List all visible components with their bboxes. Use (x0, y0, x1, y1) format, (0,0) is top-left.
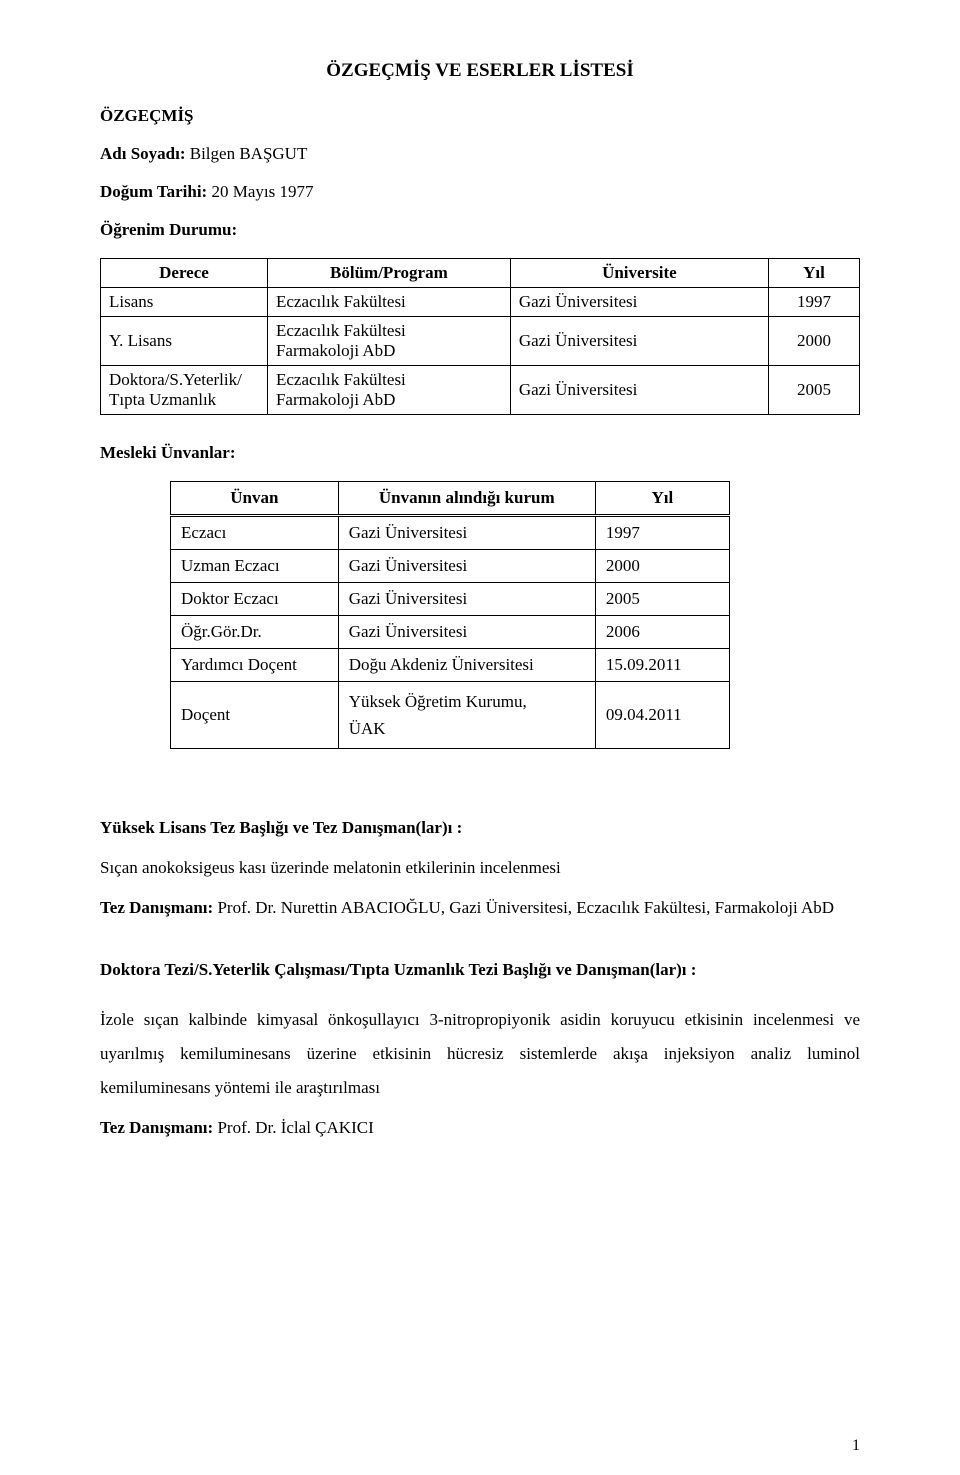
titles-row: Doçent Yüksek Öğretim Kurumu,ÜAK 09.04.2… (171, 682, 730, 749)
edu-degree: Y. Lisans (101, 317, 268, 366)
edu-degree: Lisans (101, 288, 268, 317)
name-line: Adı Soyadı: Bilgen BAŞGUT (100, 144, 860, 164)
titles-year: 15.09.2011 (595, 649, 729, 682)
edu-degree: Doktora/S.Yeterlik/Tıpta Uzmanlık (101, 366, 268, 415)
ms-advisor-value: Prof. Dr. Nurettin ABACIOĞLU, Gazi Ünive… (213, 898, 834, 917)
edu-h-university: Üniversite (510, 259, 768, 288)
edu-program: Eczacılık Fakültesi (267, 288, 510, 317)
dob-value: 20 Mayıs 1977 (211, 182, 313, 201)
edu-university: Gazi Üniversitesi (510, 366, 768, 415)
titles-heading: Mesleki Ünvanlar: (100, 443, 860, 463)
name-value: Bilgen BAŞGUT (190, 144, 308, 163)
titles-year: 2000 (595, 550, 729, 583)
edu-row: Lisans Eczacılık Fakültesi Gazi Üniversi… (101, 288, 860, 317)
titles-row: Öğr.Gör.Dr. Gazi Üniversitesi 2006 (171, 616, 730, 649)
ms-thesis-heading-text: Yüksek Lisans Tez Başlığı ve Tez Danışma… (100, 818, 462, 837)
edu-h-program: Bölüm/Program (267, 259, 510, 288)
edu-year: 2005 (768, 366, 859, 415)
edu-h-degree: Derece (101, 259, 268, 288)
titles-h-title: Ünvan (171, 482, 339, 516)
titles-table-wrap: Ünvan Ünvanın alındığı kurum Yıl Eczacı … (170, 481, 860, 749)
titles-title: Öğr.Gör.Dr. (171, 616, 339, 649)
phd-thesis-heading-text: Doktora Tezi/S.Yeterlik Çalışması/Tıpta … (100, 960, 696, 979)
edu-university: Gazi Üniversitesi (510, 288, 768, 317)
titles-inst: Gazi Üniversitesi (338, 583, 595, 616)
phd-thesis-heading: Doktora Tezi/S.Yeterlik Çalışması/Tıpta … (100, 953, 860, 987)
titles-inst: Gazi Üniversitesi (338, 516, 595, 550)
edu-row: Y. Lisans Eczacılık FakültesiFarmakoloji… (101, 317, 860, 366)
dob-line: Doğum Tarihi: 20 Mayıs 1977 (100, 182, 860, 202)
titles-title: Yardımcı Doçent (171, 649, 339, 682)
edu-program: Eczacılık FakültesiFarmakoloji AbD (267, 317, 510, 366)
titles-year: 1997 (595, 516, 729, 550)
phd-advisor-value: Prof. Dr. İclal ÇAKICI (213, 1118, 374, 1137)
titles-h-year: Yıl (595, 482, 729, 516)
edu-program: Eczacılık FakültesiFarmakoloji AbD (267, 366, 510, 415)
titles-year: 09.04.2011 (595, 682, 729, 749)
titles-title: Doktor Eczacı (171, 583, 339, 616)
name-label: Adı Soyadı: (100, 144, 186, 163)
edu-h-year: Yıl (768, 259, 859, 288)
titles-header-row: Ünvan Ünvanın alındığı kurum Yıl (171, 482, 730, 516)
edu-year: 2000 (768, 317, 859, 366)
advisor-label: Tez Danışmanı: (100, 1118, 213, 1137)
titles-row: Uzman Eczacı Gazi Üniversitesi 2000 (171, 550, 730, 583)
titles-h-inst: Ünvanın alındığı kurum (338, 482, 595, 516)
page-number: 1 (852, 1437, 860, 1455)
education-table: Derece Bölüm/Program Üniversite Yıl Lisa… (100, 258, 860, 415)
section-cv-heading: ÖZGEÇMİŞ (100, 106, 860, 126)
edu-label: Öğrenim Durumu: (100, 220, 237, 239)
titles-year: 2005 (595, 583, 729, 616)
titles-inst: Gazi Üniversitesi (338, 616, 595, 649)
ms-advisor-line: Tez Danışmanı: Prof. Dr. Nurettin ABACIO… (100, 891, 860, 925)
titles-year: 2006 (595, 616, 729, 649)
titles-row: Doktor Eczacı Gazi Üniversitesi 2005 (171, 583, 730, 616)
titles-inst: Yüksek Öğretim Kurumu,ÜAK (338, 682, 595, 749)
dob-label: Doğum Tarihi: (100, 182, 207, 201)
edu-university: Gazi Üniversitesi (510, 317, 768, 366)
titles-table: Ünvan Ünvanın alındığı kurum Yıl Eczacı … (170, 481, 730, 749)
ms-thesis-title: Sıçan anokoksigeus kası üzerinde melaton… (100, 851, 860, 885)
edu-label-line: Öğrenim Durumu: (100, 220, 860, 240)
titles-row: Eczacı Gazi Üniversitesi 1997 (171, 516, 730, 550)
advisor-label: Tez Danışmanı: (100, 898, 213, 917)
titles-title: Doçent (171, 682, 339, 749)
document-title: ÖZGEÇMİŞ VE ESERLER LİSTESİ (100, 60, 860, 82)
phd-advisor-line: Tez Danışmanı: Prof. Dr. İclal ÇAKICI (100, 1111, 860, 1145)
titles-title: Eczacı (171, 516, 339, 550)
edu-header-row: Derece Bölüm/Program Üniversite Yıl (101, 259, 860, 288)
titles-title: Uzman Eczacı (171, 550, 339, 583)
ms-thesis-heading: Yüksek Lisans Tez Başlığı ve Tez Danışma… (100, 811, 860, 845)
titles-row: Yardımcı Doçent Doğu Akdeniz Üniversites… (171, 649, 730, 682)
edu-year: 1997 (768, 288, 859, 317)
titles-inst: Doğu Akdeniz Üniversitesi (338, 649, 595, 682)
page: ÖZGEÇMİŞ VE ESERLER LİSTESİ ÖZGEÇMİŞ Adı… (0, 0, 960, 1475)
titles-inst: Gazi Üniversitesi (338, 550, 595, 583)
edu-row: Doktora/S.Yeterlik/Tıpta Uzmanlık Eczacı… (101, 366, 860, 415)
phd-thesis-body: İzole sıçan kalbinde kimyasal önkoşullay… (100, 1003, 860, 1105)
